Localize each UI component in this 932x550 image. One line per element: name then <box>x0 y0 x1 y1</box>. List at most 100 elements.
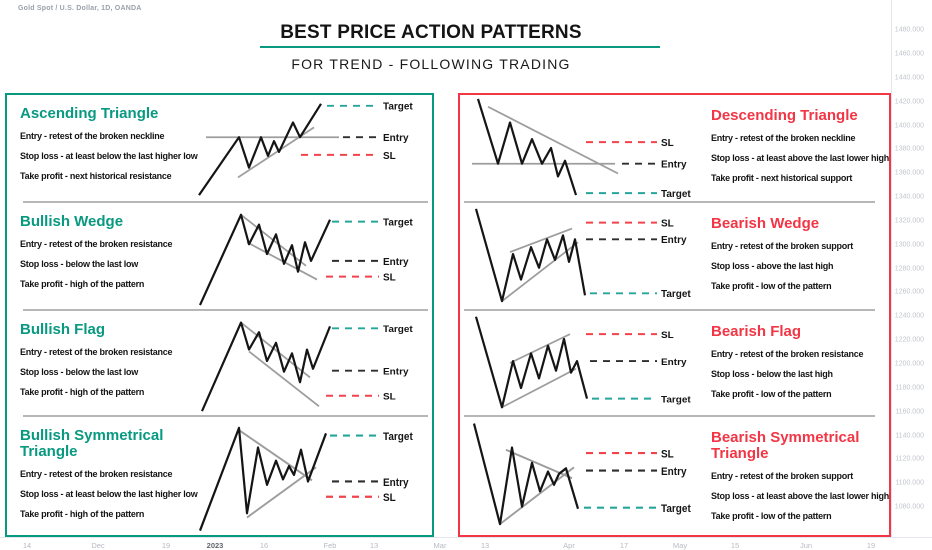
section-divider <box>464 309 875 311</box>
price-tick: 1460.000 <box>894 50 924 58</box>
pattern-entry-rule: Entry - retest of the broken neckline <box>711 133 856 144</box>
target-label: Target <box>661 504 691 515</box>
price-tick: 1320.000 <box>894 217 924 225</box>
entry-label: Entry <box>661 467 687 478</box>
section-bearish-wedge: SL Entry Target Bearish Wedge Entry - re… <box>460 203 889 309</box>
target-label: Target <box>383 102 413 113</box>
price-tick: 1120.000 <box>895 455 924 463</box>
price-axis[interactable]: 1480.000 1460.000 1440.000 1420.000 1400… <box>891 0 932 538</box>
target-label: Target <box>383 218 413 229</box>
pattern-name: Ascending Triangle <box>20 105 159 122</box>
pattern-stoploss-rule: Stop loss - below the last low <box>20 259 139 270</box>
price-tick: 1280.000 <box>894 265 924 273</box>
time-tick: Dec <box>91 541 105 550</box>
section-bullish-flag: Bullish Flag Entry - retest of the broke… <box>7 311 432 415</box>
price-tick: 1480.000 <box>894 26 924 34</box>
section-bullish-wedge: Bullish Wedge Entry - retest of the brok… <box>7 203 432 309</box>
pattern-name: Bearish Symmetrical Triangle <box>711 429 860 463</box>
price-tick: 1080.000 <box>894 503 924 511</box>
pattern-name: Bearish Flag <box>711 323 802 340</box>
price-tick: 1240.000 <box>894 312 924 320</box>
price-tick: 1400.000 <box>894 122 924 130</box>
pattern-takeprofit-rule: Take profit - next historical resistance <box>20 171 172 182</box>
time-tick: Apr <box>563 541 575 550</box>
sl-label: SL <box>661 449 674 460</box>
time-tick: Mar <box>433 541 447 550</box>
time-tick: 13 <box>480 541 490 550</box>
section-bullish-symmetrical-triangle: Bullish Symmetrical Triangle Entry - ret… <box>7 417 432 535</box>
pattern-takeprofit-rule: Take profit - low of the pattern <box>711 511 832 522</box>
price-tick: 1160.000 <box>895 408 924 416</box>
time-tick: 15 <box>730 541 740 550</box>
pattern-takeprofit-rule: Take profit - low of the pattern <box>711 281 832 292</box>
section-divider <box>464 201 875 203</box>
time-tick: 19 <box>161 541 171 550</box>
page-subtitle: FOR TREND - FOLLOWING TRADING <box>291 56 571 72</box>
section-bearish-symmetrical-triangle: SL Entry Target Bearish Symmetrical Tria… <box>460 417 889 535</box>
entry-label: Entry <box>661 235 687 246</box>
target-label: Target <box>661 189 691 200</box>
time-tick: 16 <box>259 541 269 550</box>
price-tick: 1220.000 <box>894 336 924 344</box>
pattern-stoploss-rule: Stop loss - at least below the last high… <box>20 489 198 500</box>
time-tick: May <box>672 541 688 550</box>
bullish-flag-diagram: Target Entry SL <box>200 321 414 412</box>
price-tick: 1360.000 <box>894 169 924 177</box>
section-divider <box>464 415 875 417</box>
time-tick: 17 <box>619 541 629 550</box>
price-tick: 1300.000 <box>894 241 924 249</box>
pattern-name: Bullish Symmetrical Triangle <box>20 427 164 461</box>
pattern-stoploss-rule: Stop loss - at least below the last high… <box>20 151 198 162</box>
pattern-entry-rule: Entry - retest of the broken support <box>711 471 854 482</box>
time-tick: Feb <box>323 541 337 550</box>
descending-triangle-diagram: SL Entry Target <box>472 98 691 200</box>
pattern-entry-rule: Entry - retest of the broken resistance <box>711 349 864 360</box>
entry-label: Entry <box>661 357 687 368</box>
time-tick: Jun <box>799 541 813 550</box>
entry-label: Entry <box>383 257 409 268</box>
entry-label: Entry <box>383 477 409 488</box>
bearish-symmetrical-triangle-diagram: SL Entry Target <box>472 423 691 526</box>
price-tick: 1420.000 <box>894 98 924 106</box>
entry-label: Entry <box>383 133 409 144</box>
section-divider <box>23 201 428 203</box>
page-title: BEST PRICE ACTION PATTERNS <box>280 22 582 43</box>
pattern-stoploss-rule: Stop loss - below the last low <box>20 367 139 378</box>
title-underline <box>260 46 660 48</box>
symbol-title[interactable]: Gold Spot / U.S. Dollar, 1D, OANDA <box>18 5 142 12</box>
section-divider <box>23 415 428 417</box>
time-tick: 19 <box>866 541 876 550</box>
target-label: Target <box>383 324 414 335</box>
pattern-takeprofit-rule: Take profit - high of the pattern <box>20 387 145 398</box>
pattern-stoploss-rule: Stop loss - at least above the last lowe… <box>711 153 889 164</box>
price-tick: 1440.000 <box>894 74 924 82</box>
pattern-entry-rule: Entry - retest of the broken support <box>711 241 854 252</box>
pattern-entry-rule: Entry - retest of the broken resistance <box>20 469 173 480</box>
price-tick: 1180.000 <box>895 384 924 392</box>
pattern-entry-rule: Entry - retest of the broken resistance <box>20 347 173 358</box>
sl-label: SL <box>661 330 674 341</box>
pattern-name: Descending Triangle <box>711 107 858 124</box>
sl-label: SL <box>661 138 674 149</box>
pattern-entry-rule: Entry - retest of the broken neckline <box>20 131 165 142</box>
price-tick: 1380.000 <box>894 145 924 153</box>
price-tick: 1100.000 <box>895 479 924 487</box>
sl-label: SL <box>383 273 396 284</box>
bearish-wedge-diagram: SL Entry Target <box>474 208 691 303</box>
pattern-name: Bearish Wedge <box>711 215 820 232</box>
bearish-patterns-panel: SL Entry Target Descending Triangle Entr… <box>458 93 891 537</box>
sl-label: SL <box>383 151 396 162</box>
pattern-stoploss-rule: Stop loss - above the last high <box>711 261 834 272</box>
ascending-triangle-diagram: Target Entry SL <box>198 102 413 196</box>
target-label: Target <box>661 395 692 406</box>
target-label: Target <box>661 289 691 300</box>
section-divider <box>23 309 428 311</box>
pattern-stoploss-rule: Stop loss - at least above the last lowe… <box>711 491 889 502</box>
time-tick-year: 2023 <box>206 541 224 550</box>
price-tick: 1200.000 <box>894 360 924 368</box>
time-axis[interactable]: 14 Dec 19 2023 16 Feb 13 Mar 13 Apr 17 M… <box>0 537 932 550</box>
pattern-takeprofit-rule: Take profit - high of the pattern <box>20 509 145 520</box>
time-tick: 13 <box>369 541 379 550</box>
sl-label: SL <box>383 392 396 403</box>
target-label: Target <box>383 432 413 443</box>
